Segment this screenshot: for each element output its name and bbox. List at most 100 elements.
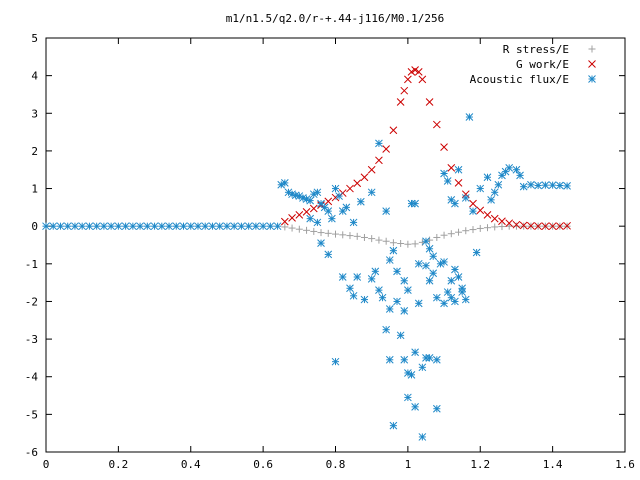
y-tick-label: -6 xyxy=(25,446,38,459)
data-point xyxy=(371,267,380,276)
data-point xyxy=(378,293,387,302)
data-point xyxy=(85,222,94,231)
data-point xyxy=(425,354,434,362)
data-point xyxy=(100,222,108,231)
data-point xyxy=(375,139,383,148)
data-point xyxy=(512,222,520,230)
data-point xyxy=(339,231,347,239)
data-point xyxy=(281,223,289,231)
data-point xyxy=(306,214,315,223)
data-point xyxy=(483,211,492,219)
x-tick-label: 1 xyxy=(405,458,412,471)
data-point xyxy=(223,222,231,231)
data-point xyxy=(462,227,470,235)
legend: R stress/E G work/E Acoustic flux/E xyxy=(470,43,596,86)
data-point xyxy=(548,181,557,190)
data-point xyxy=(476,206,485,215)
data-point xyxy=(121,222,130,231)
chart-title: m1/n1.5/q2.0/r-+.44-j116/M0.1/256 xyxy=(226,12,445,25)
x-tick-label: 0.6 xyxy=(253,458,273,471)
data-point xyxy=(400,355,409,364)
data-point xyxy=(389,239,397,247)
data-point xyxy=(324,250,333,259)
data-point xyxy=(313,188,322,197)
data-point xyxy=(397,239,405,247)
data-marks xyxy=(42,66,571,441)
data-point xyxy=(432,293,441,302)
data-point xyxy=(454,165,463,174)
data-point xyxy=(429,269,438,278)
plot-frame xyxy=(45,37,626,453)
data-point xyxy=(432,120,441,129)
y-tick-label: -1 xyxy=(25,258,38,271)
data-point xyxy=(215,222,224,231)
data-point xyxy=(273,222,282,231)
data-point xyxy=(78,222,87,231)
data-point xyxy=(505,163,514,172)
y-tick-label: 4 xyxy=(31,70,38,83)
data-point xyxy=(324,207,333,215)
data-point xyxy=(519,182,528,191)
data-point xyxy=(512,220,521,229)
data-point xyxy=(393,267,401,276)
data-point xyxy=(367,165,376,174)
data-point xyxy=(71,222,79,231)
data-point xyxy=(432,355,441,364)
data-point xyxy=(447,163,456,172)
x-tick-label: 0.4 xyxy=(181,458,201,471)
data-point xyxy=(385,305,394,313)
data-point xyxy=(425,98,434,106)
data-point xyxy=(469,226,477,234)
y-tick-label: 0 xyxy=(31,220,38,233)
y-tick-label: 1 xyxy=(31,183,38,196)
y-tick-label: -3 xyxy=(25,333,38,346)
data-point xyxy=(494,180,503,189)
data-point xyxy=(346,184,354,193)
data-point xyxy=(252,222,260,231)
y-tick-label: -2 xyxy=(25,295,38,308)
data-point xyxy=(353,273,362,281)
data-point xyxy=(563,221,571,230)
data-point xyxy=(465,113,474,121)
y-tick-label: 3 xyxy=(31,107,38,120)
data-point xyxy=(194,222,202,231)
legend-label: G work/E xyxy=(516,58,569,71)
x-tick-label: 0 xyxy=(43,458,50,471)
data-point xyxy=(367,275,376,283)
data-point xyxy=(404,75,412,84)
data-point xyxy=(360,233,368,241)
legend-marker xyxy=(588,45,596,53)
data-point xyxy=(186,222,195,231)
data-point xyxy=(92,222,101,231)
data-point xyxy=(433,233,441,241)
data-point xyxy=(440,231,448,239)
data-point xyxy=(454,273,463,281)
data-point xyxy=(483,224,491,232)
data-point xyxy=(476,224,484,232)
data-point xyxy=(472,248,481,257)
data-point xyxy=(407,68,416,76)
data-point xyxy=(114,222,123,231)
data-point xyxy=(527,180,535,189)
data-point xyxy=(422,261,430,270)
data-point xyxy=(422,237,430,246)
data-point xyxy=(244,222,253,231)
data-point xyxy=(476,184,485,193)
data-point xyxy=(385,256,394,264)
data-point xyxy=(280,179,289,187)
data-point xyxy=(414,299,423,308)
data-point xyxy=(389,126,398,135)
data-point xyxy=(353,232,361,240)
data-point xyxy=(541,222,550,231)
x-tick-label: 1.6 xyxy=(615,458,635,471)
data-point xyxy=(389,421,398,430)
data-point xyxy=(414,68,423,76)
data-point xyxy=(349,291,358,300)
x-tick-label: 1.4 xyxy=(543,458,563,471)
data-point xyxy=(400,86,409,95)
data-point xyxy=(324,197,333,206)
data-point xyxy=(393,297,401,306)
data-point xyxy=(411,348,419,357)
data-point xyxy=(505,219,514,228)
data-point xyxy=(425,244,434,253)
